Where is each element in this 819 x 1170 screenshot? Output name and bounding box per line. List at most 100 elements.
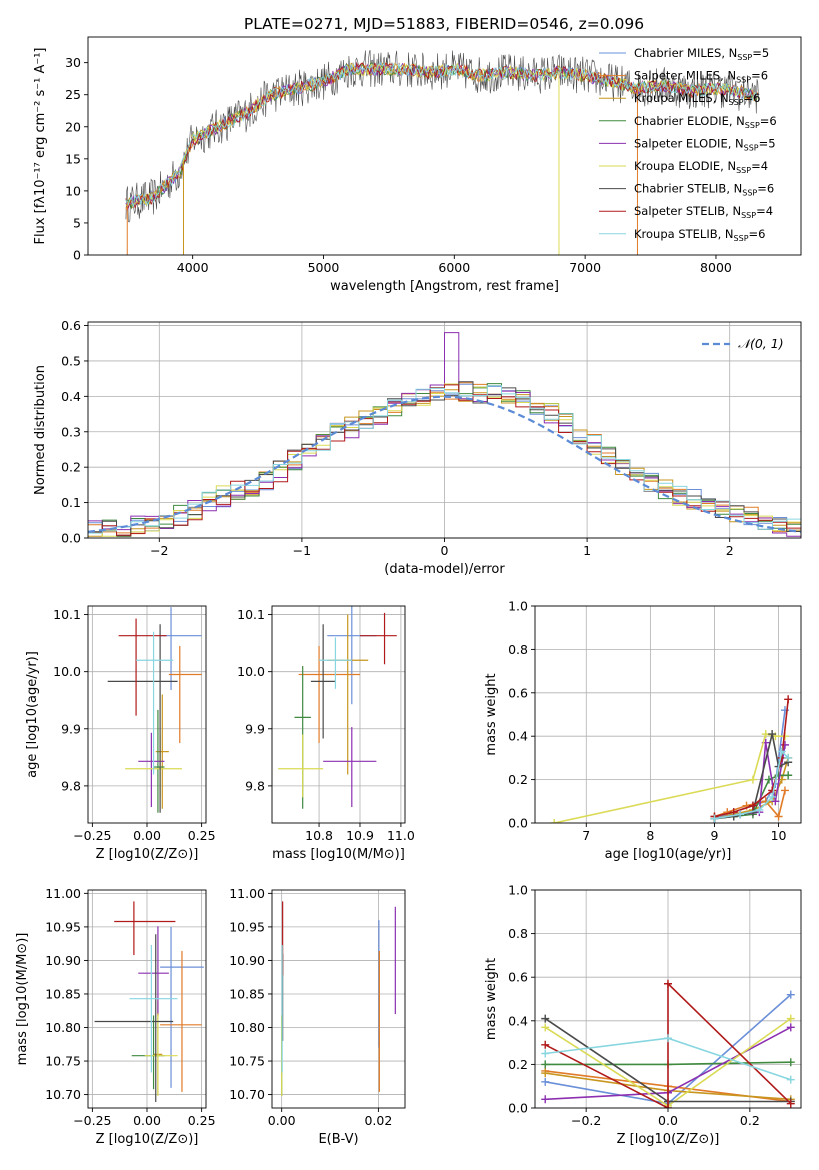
axes-frame xyxy=(534,605,802,824)
weight-marker xyxy=(768,792,777,801)
x-tick-label: 8 xyxy=(646,828,654,843)
x-tick-label: 0.00 xyxy=(133,1113,161,1128)
legend-count: =6 xyxy=(751,69,768,83)
weight-marker xyxy=(771,797,780,806)
figure-title: PLATE=0271, MJD=51883, FIBERID=0546, z=0… xyxy=(244,15,644,33)
legend-label: Kroupa STELIB, NSSP=6 xyxy=(634,227,765,243)
x-axis-label: (data-model)/error xyxy=(384,562,505,577)
x-axis-label: Z [log10(Z/Z⊙)] xyxy=(96,1132,199,1147)
legend-count: =5 xyxy=(759,136,776,150)
y-tick-label: 0.2 xyxy=(61,460,81,475)
weight-marker xyxy=(664,1034,672,1043)
y-tick-label: 10.0 xyxy=(237,664,265,679)
weight-marker xyxy=(541,1014,550,1023)
weight-marker xyxy=(784,695,793,704)
spectrum-line xyxy=(125,63,759,211)
y-tick-label: 10.70 xyxy=(45,1087,81,1102)
x-tick-label: 5000 xyxy=(308,260,340,275)
y-tick-label: 0.4 xyxy=(508,1013,528,1028)
y-tick-label: 10.90 xyxy=(45,953,81,968)
spectrum-line xyxy=(125,61,759,209)
weight-marker xyxy=(786,990,795,999)
y-tick-label: 0.5 xyxy=(61,353,81,368)
age-vs-mass-panel: 10.8 10.9 11.0 9.8 9.9 10.0 10.1 mass [log10(M/… xyxy=(237,605,415,862)
weight-marker xyxy=(755,805,764,814)
y-tick-label: 10.75 xyxy=(45,1054,81,1069)
y-tick-label: 9.9 xyxy=(61,721,81,736)
y-tick-label: 0.0 xyxy=(508,816,528,831)
weight-marker xyxy=(736,810,745,819)
y-tick-label: 10.1 xyxy=(53,607,81,622)
y-tick-label: 10.70 xyxy=(229,1087,265,1102)
weight-line xyxy=(714,749,789,820)
plot-area xyxy=(107,607,202,813)
grid-lines xyxy=(272,890,405,1108)
weight-marker xyxy=(786,1058,795,1067)
weight-marker xyxy=(780,786,789,795)
y-tick-label: 9.8 xyxy=(61,778,81,793)
x-tick-label: 10 xyxy=(771,828,787,843)
y-tick-label: 10.95 xyxy=(229,919,265,934)
weight-line xyxy=(714,710,786,820)
y-tick-label: 10.85 xyxy=(229,986,265,1001)
legend-label: Salpeter ELODIE, NSSP=5 xyxy=(634,136,776,152)
weight-marker xyxy=(784,753,793,762)
y-tick-label: 0.0 xyxy=(61,531,81,546)
x-tick-label: 7000 xyxy=(569,260,601,275)
x-tick-label: 11.0 xyxy=(387,828,415,843)
legend-label: Chabrier ELODIE, NSSP=6 xyxy=(634,114,777,130)
weight-marker xyxy=(541,1095,550,1104)
y-tick-label: 1.0 xyxy=(508,883,528,898)
legend-subscript: SSP xyxy=(729,98,744,107)
x-axis-label: age [log10(age/yr)] xyxy=(605,847,732,862)
plot-area xyxy=(94,901,204,1102)
legend-count: =6 xyxy=(744,91,761,105)
y-tick-label: 0.8 xyxy=(508,642,528,657)
weight-marker xyxy=(541,1049,550,1058)
x-tick-label: 0 xyxy=(441,543,449,558)
x-axis-label: wavelength [Angstrom, rest frame] xyxy=(330,279,559,294)
y-tick-label: 0.6 xyxy=(61,318,81,333)
spectrum-line xyxy=(125,62,759,208)
plot-area xyxy=(125,49,759,255)
x-tick-label: 0.02 xyxy=(364,1113,392,1128)
y-tick-label: 0.2 xyxy=(508,772,528,787)
spectrum-panel: 4000 5000 6000 7000 8000 0 5 10 15 20 25 30 waveleng… xyxy=(33,36,802,294)
x-tick-label: 1 xyxy=(583,543,591,558)
legend-subscript: SSP xyxy=(736,76,751,85)
legend-subscript: SSP xyxy=(741,211,756,220)
weight-marker xyxy=(541,1077,550,1086)
y-tick-label: 11.00 xyxy=(45,886,81,901)
histogram-series xyxy=(88,332,801,537)
histogram-series xyxy=(88,384,801,536)
y-tick-label: 9.8 xyxy=(245,778,265,793)
plot-area xyxy=(281,901,396,1096)
y-tick-label: 0 xyxy=(73,248,81,263)
mass-vs-ebv-panel: 0.00 0.02 10.70 10.75 10.80 10.85 10.90 10.95 11… xyxy=(229,886,406,1147)
weight-marker xyxy=(664,979,672,988)
weight-marker xyxy=(748,775,757,784)
x-axis-label: Z [log10(Z/Z⊙)] xyxy=(96,847,199,862)
x-tick-label: 6000 xyxy=(438,260,470,275)
weight-vs-age-panel: 7 8 9 10 0.0 0.2 0.4 0.6 0.8 1.0 age [log10(age/yr… xyxy=(484,599,802,862)
y-tick-label: 10.80 xyxy=(45,1020,81,1035)
legend-label: Kroupa ELODIE, NSSP=4 xyxy=(634,159,768,175)
y-tick-label: 10.75 xyxy=(229,1054,265,1069)
legend-count: =6 xyxy=(757,182,774,196)
residual-histogram-panel: −2 −1 0 1 2 0.0 0.1 0.2 0.3 0.4 0.5 0.6 (data-model)… xyxy=(33,318,802,577)
x-tick-label: 0.25 xyxy=(188,828,216,843)
plot-area xyxy=(88,332,801,537)
y-tick-label: 5 xyxy=(73,215,81,230)
y-tick-label: 0.1 xyxy=(61,495,81,510)
x-tick-label: 7 xyxy=(582,828,590,843)
weight-marker xyxy=(780,740,789,749)
y-axis-label: mass weight xyxy=(484,673,499,755)
legend-subscript: SSP xyxy=(734,234,749,243)
gaussian-curve xyxy=(88,395,801,533)
weight-marker xyxy=(541,1069,550,1078)
weight-marker xyxy=(786,1075,795,1084)
x-tick-label: 9 xyxy=(710,828,718,843)
weight-marker xyxy=(710,814,719,823)
histogram-series xyxy=(88,385,801,534)
